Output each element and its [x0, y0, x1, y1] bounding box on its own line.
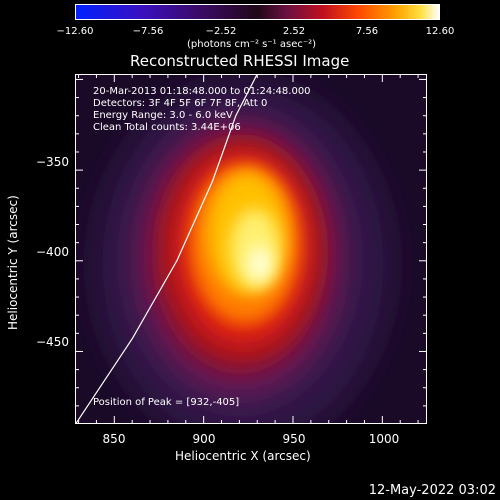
- y-tick-label: −450: [36, 335, 69, 349]
- emission-peak: [248, 246, 272, 282]
- axis-ticks: [75, 74, 427, 424]
- heatmap-svg: [75, 74, 427, 424]
- x-tick-label: 850: [102, 432, 126, 446]
- colorbar-tick: −7.56: [132, 26, 164, 37]
- y-tick-label: −350: [36, 155, 69, 169]
- y-axis-label: Heliocentric Y (arcsec): [6, 195, 20, 330]
- x-tick-label: 1000: [368, 432, 400, 446]
- colorbar-tick: −12.60: [56, 26, 94, 37]
- peak-position-label: Position of Peak = [932,-405]: [93, 397, 240, 408]
- annotation-time-range: 20-Mar-2013 01:18:48.000 to 01:24:48.000: [93, 86, 311, 97]
- colorbar-tick: 2.52: [282, 26, 306, 37]
- colorbar-unit-label: (photons cm⁻² s⁻¹ asec⁻²): [187, 39, 317, 50]
- colorbar-tick: 12.60: [425, 26, 455, 37]
- heatmap-plot: 20-Mar-2013 01:18:48.000 to 01:24:48.000…: [75, 74, 427, 424]
- x-tick-label: 900: [192, 432, 216, 446]
- emission-source: [93, 79, 393, 424]
- solar-limb-line: [75, 74, 258, 424]
- chart-title: Reconstructed RHESSI Image: [130, 52, 350, 70]
- annotation-detectors: Detectors: 3F 4F 5F 6F 7F 8F, Att 0: [93, 98, 268, 109]
- plot-frame: [75, 74, 427, 424]
- footer-date: 12-May-2022 03:02: [368, 483, 496, 498]
- colorbar-tick: 7.56: [355, 26, 379, 37]
- colorbar-tick: −2.52: [205, 26, 237, 37]
- annotation-energy-range: Energy Range: 3.0 - 6.0 keV: [93, 110, 233, 121]
- x-axis-label: Heliocentric X (arcsec): [175, 449, 311, 463]
- annotation-total-counts: Clean Total counts: 3.44E+06: [93, 122, 241, 133]
- x-tick-label: 950: [282, 432, 306, 446]
- y-tick-label: −400: [36, 245, 69, 259]
- colorbar: [75, 4, 440, 20]
